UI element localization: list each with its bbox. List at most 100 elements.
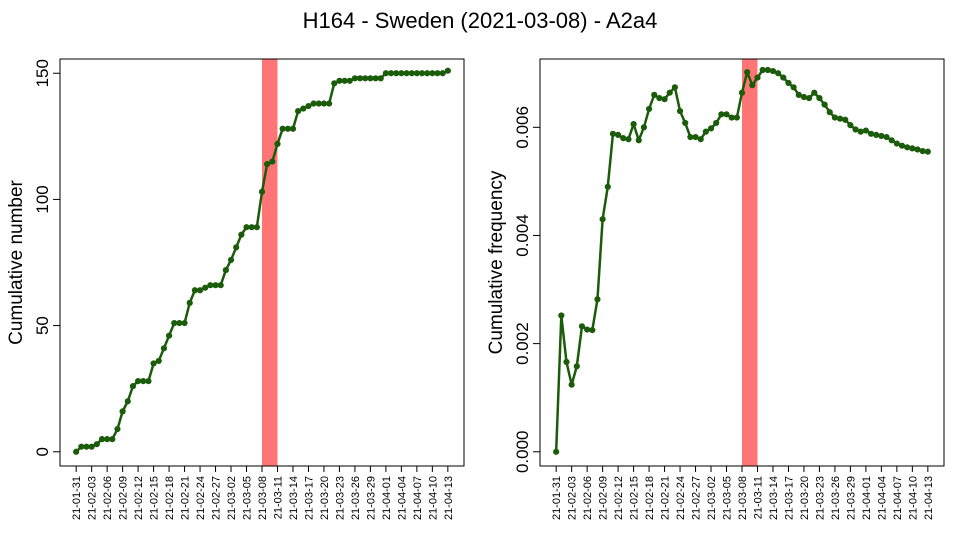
data-point [898,142,906,149]
x-tick-label: 21-02-21 [180,476,192,520]
data-point [769,67,777,75]
data-point [207,282,214,289]
data-point [842,116,849,123]
data-point [589,326,596,334]
x-tick-label: 21-03-08 [257,476,269,520]
data-point [775,70,782,77]
data-point [728,114,735,121]
data-point [382,70,389,77]
x-tick-label: 21-03-11 [272,476,284,519]
x-tick-label: 21-04-07 [412,476,424,520]
x-tick-label: 21-03-20 [319,476,331,520]
data-point [573,363,580,370]
data-point [227,256,235,264]
data-point [707,125,715,132]
data-point [584,326,591,333]
x-tick-label: 21-04-04 [396,476,408,520]
x-tick-label: 21-03-29 [365,476,377,520]
highlight-band [262,59,278,466]
x-tick-label: 21-03-14 [768,476,780,520]
data-point [155,357,162,365]
y-tick-label: 0.004 [513,214,532,257]
data-point [780,74,787,81]
data-point [883,133,890,141]
data-point [836,115,844,122]
data-point [424,70,431,77]
data-point [800,93,808,101]
x-tick-label: 21-02-27 [691,476,703,520]
data-point [594,296,601,303]
data-point [176,319,183,327]
y-axis-label: Cumulative frequency [486,170,507,354]
x-tick-label: 21-03-23 [334,476,346,520]
data-point [666,89,673,96]
data-point [909,145,916,152]
data-point [615,131,622,138]
x-tick-label: 21-02-15 [149,476,161,520]
data-point [444,67,451,74]
data-point [790,84,797,91]
data-point [651,91,658,98]
data-point [248,224,255,231]
data-point [320,100,328,107]
x-tick-label: 21-04-10 [427,476,439,520]
y-axis-label: Cumulative number [6,179,27,344]
x-tick-label: 21-02-18 [164,476,176,520]
data-point [924,148,931,155]
y-tick-label: 100 [33,185,52,213]
x-tick-label: 21-02-15 [629,476,641,520]
x-tick-label: 21-04-01 [861,476,873,520]
data-point [341,77,348,84]
data-point [191,287,198,294]
x-tick-label: 21-02-09 [118,476,130,520]
x-tick-label: 21-02-24 [675,476,687,520]
data-point [109,436,116,443]
x-tick-label: 21-04-10 [907,476,919,520]
x-tick-label: 21-03-29 [845,476,857,520]
data-point [279,125,286,132]
x-tick-label: 21-02-24 [195,476,207,520]
data-point [682,119,689,127]
data-point [300,105,307,112]
x-tick-label: 21-02-06 [102,476,114,520]
data-point [83,443,90,450]
data-point [295,107,302,115]
data-point [398,70,405,77]
data-point [284,125,291,132]
data-point [351,75,359,82]
data-point [93,441,100,448]
data-point [914,146,921,153]
data-point [418,70,426,77]
data-point [671,84,678,91]
data-point [434,70,441,77]
data-point [403,70,410,77]
cumulative-frequency-chart: 0.000 0.002 0.004 0.006 Cumulative frequency… [486,58,945,520]
data-point [661,96,668,103]
data-point [78,443,85,450]
data-point [124,398,131,405]
x-tick-label: 21-02-03 [567,476,579,520]
page-title: H164 - Sweden (2021-03-08) - A2a4 [302,8,658,33]
data-point [733,114,740,121]
x-tick-label: 21-03-26 [830,476,842,520]
data-point [238,231,245,238]
data-point [253,224,260,231]
data-point [165,332,173,339]
data-point [635,137,642,144]
x-tick-label: 21-04-04 [876,476,888,520]
y-tick-label: 50 [33,316,52,335]
data-point [878,132,885,140]
data-point [408,70,415,77]
data-point [372,75,379,82]
data-point [630,120,637,128]
data-point [119,408,126,415]
x-tick-label: 21-03-02 [706,476,718,520]
data-point [114,425,121,433]
x-tick-label: 21-03-20 [799,476,811,520]
x-tick-label: 21-04-13 [923,476,935,520]
data-point [429,70,436,77]
data-point [150,360,157,367]
data-point [196,287,204,294]
y-tick-label: 0.006 [513,106,532,149]
data-point [604,183,611,190]
